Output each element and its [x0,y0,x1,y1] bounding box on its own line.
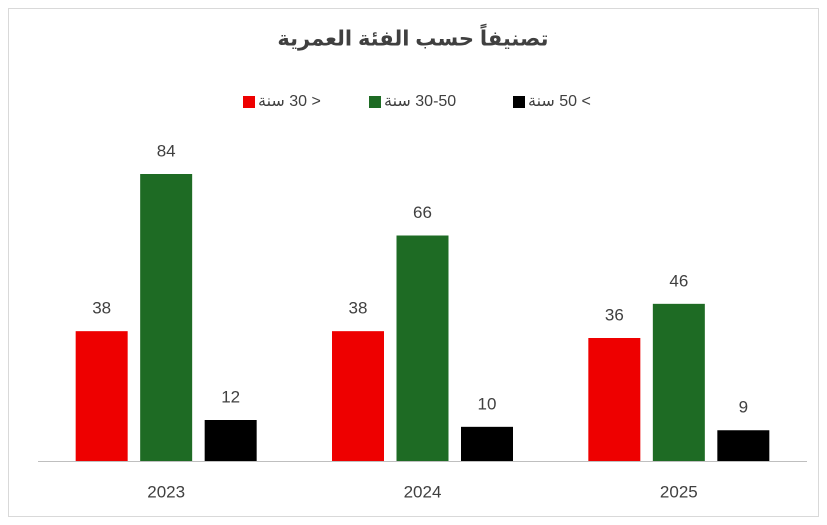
legend-swatch [243,96,255,108]
x-tick-label: 2024 [404,482,442,501]
data-label: 38 [92,299,111,318]
legend-label: < 30 سنة [258,93,321,110]
bar [717,430,770,461]
chart-title: تصنيفاً حسب الفئة العمرية [277,23,548,51]
x-tick-label: 2025 [660,482,698,501]
data-label: 12 [221,387,240,406]
data-label: 9 [739,398,748,417]
bar [140,174,193,461]
bar [588,338,641,461]
bar [461,426,513,461]
bar [204,420,257,461]
data-label: 38 [349,299,368,318]
data-label: 10 [478,394,497,413]
legend-label: 30-50 سنة [384,93,456,110]
data-label: 66 [413,203,432,222]
legend-swatch [513,96,525,108]
bar [332,331,384,461]
bar [652,303,705,461]
data-label: 84 [157,141,176,160]
legend-swatch [369,96,381,108]
data-label: 36 [605,305,624,324]
bar [396,235,449,461]
legend-label: > 50 سنة [528,93,591,110]
bar [75,331,128,461]
data-label: 46 [669,271,688,290]
x-tick-label: 2023 [147,482,185,501]
